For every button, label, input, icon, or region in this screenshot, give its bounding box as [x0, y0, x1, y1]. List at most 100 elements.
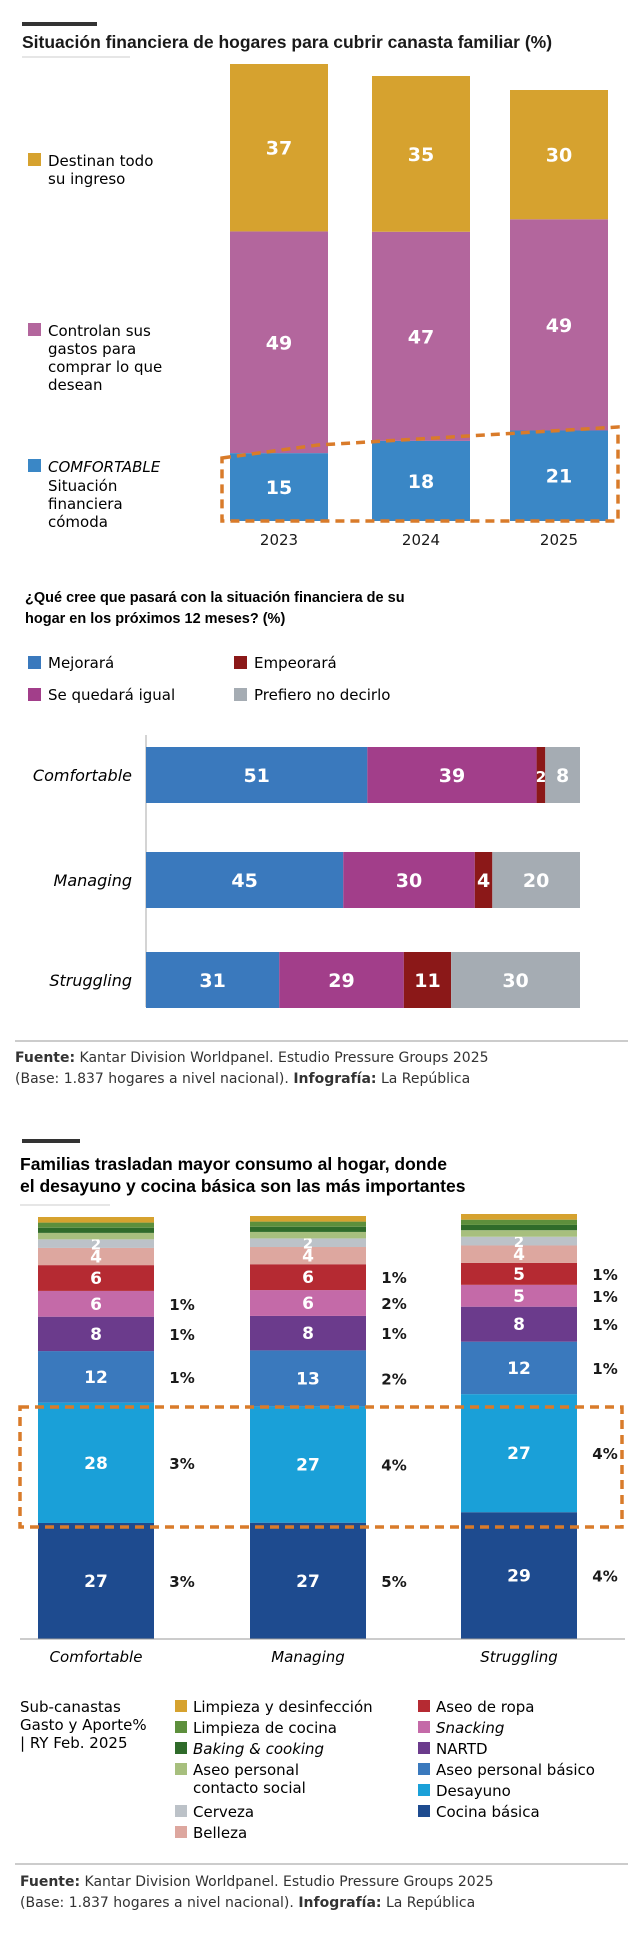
bar-comfortable-aseo-de-ropa — [38, 1265, 154, 1291]
legend-label-destinan: Destinan todo — [48, 152, 153, 170]
source-label: Fuente: — [15, 1050, 75, 1066]
bar-value-label: 2 — [303, 1235, 313, 1253]
bar-value-label: 4 — [302, 1247, 314, 1267]
bar-value-label: 27 — [296, 1456, 320, 1476]
legend-label-destinan: su ingreso — [48, 170, 125, 188]
legend-label-baking-cooking: Baking & cooking — [193, 1740, 324, 1758]
legend-swatch-se-quedara-igual — [28, 688, 41, 701]
legend-label-controlan: desean — [48, 376, 103, 394]
source2-base: (Base: 1.837 hogares a nivel nacional). — [20, 1895, 298, 1911]
category-label-comfortable: Comfortable — [33, 766, 132, 785]
infografia2-text: La República — [382, 1895, 476, 1911]
bar-value-label: 30 — [546, 145, 572, 167]
source2-label: Fuente: — [20, 1874, 80, 1890]
bar-managing-se-quedara-igual — [343, 852, 475, 908]
bar-managing-aseo-personal-contacto-social — [250, 1231, 366, 1239]
legend-label-controlan: Controlan sus — [48, 322, 151, 340]
legend-swatch-limpieza-y-desinfeccion — [175, 1700, 187, 1712]
bar-struggling-baking-cooking — [461, 1224, 577, 1231]
bar-2023-destinan-todo-su-ingreso — [230, 64, 328, 232]
bar-struggling-se-quedara-igual — [279, 952, 404, 1008]
legend-label-se-quedara-igual: Se quedará igual — [48, 686, 175, 704]
bar-value-label: 20 — [523, 870, 549, 892]
legend-swatch-comfortable — [28, 459, 41, 472]
bar-comfortable-nartd — [38, 1316, 154, 1352]
bar-value-label: 6 — [90, 1295, 102, 1315]
bar-comfortable-se-quedara-igual — [367, 747, 537, 803]
aporte-label: 1% — [592, 1316, 617, 1334]
bar-2024-controlan-sus-gastos-para-comprar-lo-que-desean — [372, 231, 470, 441]
chart2-title-line2: hogar en los próximos 12 meses? (%) — [25, 611, 285, 627]
aporte-label: 3% — [169, 1573, 194, 1591]
bar-value-label: 4 — [477, 870, 490, 892]
legend-swatch-snacking — [418, 1721, 430, 1733]
bar-comfortable-empeorara — [536, 747, 546, 803]
bar-managing-cerveza — [250, 1238, 366, 1248]
chart3-title-line1: Familias trasladan mayor consumo al hoga… — [20, 1154, 447, 1174]
aporte-label: 4% — [592, 1568, 617, 1586]
legend-desc-comfortable: Situación — [48, 477, 117, 495]
bar-comfortable-cerveza — [38, 1239, 154, 1248]
bar-comfortable-cocina-basica — [38, 1522, 154, 1639]
legend-swatch-controlan — [28, 323, 41, 336]
chart2-legend: Mejorará Se quedará igual Empeorará Prefier… — [28, 654, 390, 704]
bar-managing-aseo-personal-basico — [250, 1350, 366, 1407]
aporte-label: 2% — [381, 1370, 406, 1388]
source2-line2: (Base: 1.837 hogares a nivel nacional). … — [20, 1895, 475, 1911]
legend-label-limpieza-y-desinfeccion: Limpieza y desinfección — [193, 1698, 373, 1716]
aporte-label: 5% — [381, 1573, 406, 1591]
aporte-label: 3% — [169, 1455, 194, 1473]
legend-swatch-destinan — [28, 153, 41, 166]
bar-value-label: 37 — [266, 138, 292, 160]
bar-value-label: 49 — [546, 315, 572, 337]
bar-2025-destinan-todo-su-ingreso — [510, 90, 608, 220]
bar-managing-limpieza-de-cocina — [250, 1221, 366, 1227]
bar-managing-nartd — [250, 1315, 366, 1351]
aporte-label: 1% — [592, 1288, 617, 1306]
bar-value-label: 2 — [91, 1236, 101, 1254]
bar-struggling-nartd — [461, 1306, 577, 1342]
bar-comfortable-baking-cooking — [38, 1227, 154, 1233]
legend-swatch-mejorara — [28, 656, 41, 669]
title-accent-bar — [22, 22, 97, 26]
bar-value-label: 18 — [408, 471, 434, 493]
bar-managing-baking-cooking — [250, 1226, 366, 1232]
aporte-label: 1% — [169, 1296, 194, 1314]
bar-value-label: 30 — [396, 870, 422, 892]
bar-comfortable-snacking — [38, 1290, 154, 1317]
aporte-label: 1% — [169, 1369, 194, 1387]
bar-comfortable-aseo-personal-basico — [38, 1351, 154, 1403]
bar-managing-empeorara — [474, 852, 493, 908]
bar-managing-belleza — [250, 1247, 366, 1265]
bar-value-label: 49 — [266, 332, 292, 354]
bar-comfortable-belleza — [38, 1247, 154, 1266]
bar-struggling-aseo-de-ropa — [461, 1262, 577, 1285]
legend-label-mejorara: Mejorará — [48, 654, 114, 672]
bar-struggling-limpieza-y-desinfeccion — [461, 1214, 577, 1220]
chart2-title-line1: ¿Qué cree que pasará con la situación fi… — [25, 590, 405, 606]
comfortable-highlight-box — [220, 425, 620, 523]
legend-label-empeorara: Empeorará — [254, 654, 337, 672]
legend-label-cocina-basica: Cocina básica — [436, 1803, 540, 1821]
bar-managing-mejorara — [146, 852, 344, 908]
legend-label-aseo-personal-contacto-social: contacto social — [193, 1779, 306, 1797]
legend-swatch-aseo-personal-contacto-social — [175, 1763, 187, 1775]
bar-value-label: 15 — [266, 477, 292, 499]
aporte-label: 1% — [381, 1325, 406, 1343]
category-label-managing: Managing — [54, 871, 132, 890]
bar-struggling-cerveza — [461, 1236, 577, 1246]
bar-comfortable-prefiero-no-decirlo — [545, 747, 580, 803]
chart1-bars: 15 49 37 2023 18 47 35 2024 21 49 30 2025 — [230, 64, 608, 549]
bar-comfortable-mejorara — [146, 747, 368, 803]
bar-value-label: 29 — [507, 1567, 531, 1587]
legend-swatch-belleza — [175, 1826, 187, 1838]
legend-swatch-cerveza — [175, 1805, 187, 1817]
legend-swatch-limpieza-de-cocina — [175, 1721, 187, 1733]
bar-struggling-desayuno — [461, 1394, 577, 1513]
source-note-2: Fuente: Kantar Division Worldpanel. Estu… — [15, 1863, 628, 1911]
bar-value-label: 6 — [302, 1294, 314, 1314]
bar-value-label: 6 — [90, 1269, 102, 1289]
bar-managing-aseo-de-ropa — [250, 1264, 366, 1291]
legend-label-aseo-de-ropa: Aseo de ropa — [436, 1698, 535, 1716]
bar-struggling-aseo-personal-contacto-social — [461, 1230, 577, 1237]
